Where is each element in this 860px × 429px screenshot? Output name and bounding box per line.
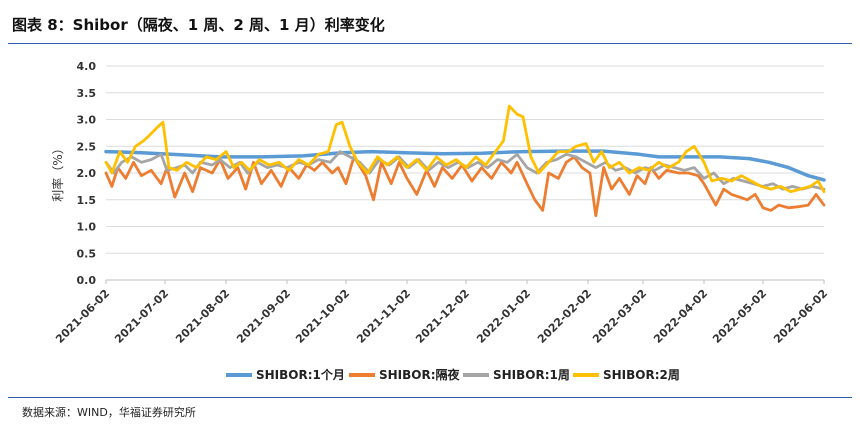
source-note: 数据来源：WIND，华福证券研究所: [22, 406, 196, 419]
x-tick-label: 2021-10-02: [293, 287, 352, 346]
y-tick-label: 0.0: [77, 274, 97, 287]
y-tick-label: 0.5: [77, 247, 97, 260]
plot-area: [104, 104, 826, 218]
legend-item: SHIBOR:2周: [603, 368, 680, 382]
x-tick-label: 2022-04-02: [651, 287, 710, 346]
footer-divider: [8, 397, 852, 398]
series-line: [104, 155, 826, 218]
y-tick-label: 1.0: [77, 221, 97, 234]
x-tick-label: 2022-05-02: [710, 287, 769, 346]
x-tick-label: 2021-08-02: [173, 287, 232, 346]
x-tick-label: 2021-06-02: [53, 287, 112, 346]
y-axis-label: 利率（%）: [50, 142, 65, 201]
series-line: [104, 149, 826, 182]
x-tick-label: 2021-09-02: [234, 287, 293, 346]
x-tick-label: 2021-11-02: [354, 287, 413, 346]
y-tick-label: 3.0: [77, 114, 97, 127]
legend-item: SHIBOR:1周: [493, 368, 570, 382]
legend-item: SHIBOR:1个月: [256, 367, 345, 382]
x-tick-label: 2022-02-02: [535, 287, 594, 346]
y-tick-label: 4.0: [77, 60, 97, 73]
y-tick-label: 2.5: [77, 140, 97, 153]
title-divider: [8, 43, 852, 44]
y-tick-label: 3.5: [77, 87, 97, 100]
x-axis: 2021-06-02 2021-07-02 2021-08-02 2021-09-02…: [53, 280, 830, 346]
x-tick-label: 2022-03-02: [590, 287, 649, 346]
y-tick-label: 1.5: [77, 194, 97, 207]
x-tick-label: 2022-01-02: [474, 287, 533, 346]
legend: SHIBOR:1个月 SHIBOR:隔夜 SHIBOR:1周 SHIBOR:2周: [226, 367, 680, 382]
y-tick-label: 2.0: [77, 167, 97, 180]
chart-title: 图表 8：Shibor（隔夜、1 周、2 周、1 月）利率变化: [12, 16, 385, 34]
series-line: [104, 104, 826, 194]
y-axis: 0.0 0.5 1.0 1.5 2.0 2.5 3.0 3.5 4.0: [77, 60, 97, 287]
x-tick-label: 2021-12-02: [413, 287, 472, 346]
x-tick-label: 2021-07-02: [112, 287, 171, 346]
legend-item: SHIBOR:隔夜: [379, 367, 461, 382]
x-tick-label: 2022-06-02: [771, 287, 830, 346]
